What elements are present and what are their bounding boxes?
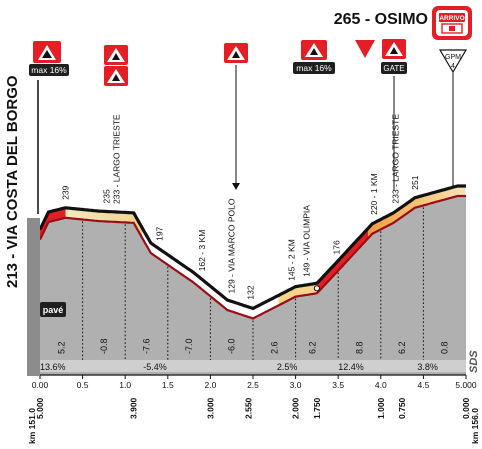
- altitude-label: 197: [154, 226, 164, 240]
- to-finish-label: 1.750: [312, 397, 322, 419]
- segment-gradient-label: -6.0: [227, 338, 237, 354]
- x-tick-label: 3.0: [290, 380, 302, 390]
- to-finish-label: 2.000: [291, 397, 301, 419]
- x-tick-label: 1.5: [162, 380, 174, 390]
- altitude-label: 235: [101, 189, 111, 203]
- x-tick-label: 2.5: [247, 380, 259, 390]
- segment-gradient-label: 0.8: [440, 341, 450, 354]
- warning-sign-marco-polo: [224, 43, 248, 190]
- altitude-label: 129 - VIA MARCO POLO: [227, 198, 237, 293]
- pave-tag: pavé: [40, 302, 66, 317]
- x-tick-label: 2.0: [204, 380, 216, 390]
- altitude-label: 220 - 1 KM: [369, 173, 379, 215]
- to-finish-label: 3.900: [129, 397, 139, 419]
- gate-sign: GATE: [381, 39, 407, 190]
- to-finish-label: 0.000: [461, 397, 471, 419]
- gpm-marker: GPM 4: [438, 49, 468, 186]
- km-race-end: km 156.0: [470, 408, 480, 444]
- segment-gradient-label: 6.2: [397, 341, 407, 354]
- gpm-category: 4: [451, 63, 455, 70]
- section-gradient-label: 13.6%: [40, 362, 66, 372]
- km-race-start: km 151.0: [27, 408, 37, 444]
- x-tick-label: 3.5: [332, 380, 344, 390]
- altitude-label: 162 - 3 KM: [197, 230, 207, 272]
- profile-top-outline: [38, 184, 466, 311]
- altitude-label: 233 - LARGO TRIESTE: [390, 114, 400, 204]
- to-finish-label: 1.000: [376, 397, 386, 419]
- to-finish-label: 5.000: [35, 397, 45, 419]
- section-gradient-label: -5.4%: [143, 362, 167, 372]
- to-finish-label: 2.550: [244, 397, 254, 419]
- flamme-rouge-icon: [355, 40, 375, 58]
- segment-gradient-label: -7.6: [142, 338, 152, 354]
- ribbon-largo-trieste: [65, 207, 143, 238]
- x-tick-label: 1.0: [119, 380, 131, 390]
- profile-area: [40, 196, 466, 375]
- segment-gradient-label: 5.2: [56, 341, 66, 354]
- ribbon-finale: [368, 186, 466, 239]
- segment-gradient-label: 8.8: [355, 341, 365, 354]
- x-tick-label: 4.0: [375, 380, 387, 390]
- gradient-bar: [40, 360, 466, 372]
- to-finish-label: 0.750: [397, 397, 407, 419]
- section-gradient-label: 2.5%: [277, 362, 298, 372]
- altitude-label: 176: [331, 240, 341, 254]
- ribbon-descent: [142, 227, 279, 319]
- max16-sign-left: max 16%: [29, 41, 69, 76]
- altitude-label: 145 - 2 KM: [286, 239, 296, 281]
- gate-label: GATE: [383, 64, 404, 73]
- climb-ribbon-start: [40, 207, 66, 240]
- altitude-label: 149 - VIA OLIMPIA: [302, 205, 312, 277]
- climb-ribbon-osimo: [316, 228, 368, 294]
- x-tick-label: 5.000: [455, 380, 477, 390]
- warning-signs-descent: [104, 45, 128, 86]
- segment-gradient-label: 6.2: [308, 341, 318, 354]
- x-tick-label: 4.5: [417, 380, 429, 390]
- segment-gradient-label: -7.0: [184, 338, 194, 354]
- to-finish-label: 3.000: [205, 397, 215, 419]
- section-gradient-label: 3.8%: [417, 362, 438, 372]
- section-gradient-label: 12.4%: [338, 362, 364, 372]
- arrivo-label: ARRIVO: [439, 15, 464, 22]
- max16-sign-right: max 16%: [293, 40, 335, 74]
- x-tick-label: 0.5: [77, 380, 89, 390]
- segment-gradient-label: 2.6: [269, 341, 279, 354]
- start-wall: [27, 218, 40, 376]
- max16-label-right: max 16%: [296, 63, 332, 73]
- altitude-label: 251: [410, 175, 420, 189]
- max16-label-left: max 16%: [31, 65, 67, 75]
- arrivo-badge: ARRIVO: [432, 6, 472, 40]
- start-label: 213 - VIA COSTA DEL BORGO: [4, 75, 21, 288]
- climb-marker-dot: [313, 285, 320, 292]
- pave-label: pavé: [43, 305, 64, 315]
- altitude-label: 239: [61, 185, 71, 199]
- segment-gradient-label: -0.8: [99, 338, 109, 354]
- altitude-label: 132: [245, 285, 255, 299]
- profile-bottom-outline: [39, 194, 466, 320]
- x-tick-label: 0.00: [32, 380, 49, 390]
- finish-label: 265 - OSIMO: [334, 11, 428, 28]
- gpm-label: GPM: [445, 54, 461, 61]
- altitude-label: 233 - LARGO TRIESTE: [112, 114, 122, 204]
- sds-logo: SDS: [468, 350, 480, 373]
